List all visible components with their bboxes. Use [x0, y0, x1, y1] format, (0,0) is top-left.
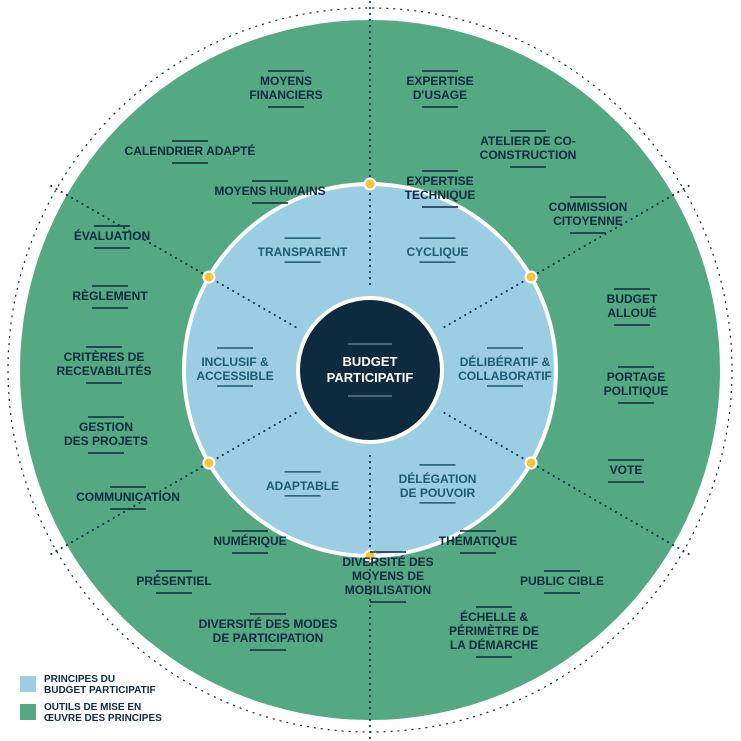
outer-ring-label: PÉRIMÈTRE DE	[449, 623, 539, 638]
outer-ring-label: THÉMATIQUE	[439, 533, 517, 548]
outer-ring-label: TECHNIQUE	[405, 188, 476, 202]
radial-marker	[526, 458, 537, 469]
inner-wedge-label: INCLUSIF &	[201, 355, 269, 369]
radial-marker	[526, 272, 537, 283]
legend-label: ŒUVRE DES PRINCIPES	[44, 713, 162, 724]
legend-label: PRINCIPES DU	[44, 674, 115, 685]
radial-marker	[365, 179, 376, 190]
inner-wedge-label: ACCESSIBLE	[196, 369, 273, 383]
radial-marker	[203, 272, 214, 283]
center-title-line: PARTICIPATIF	[327, 370, 414, 385]
outer-ring-label: RÈGLEMENT	[72, 288, 148, 303]
outer-ring-label: PORTAGE	[607, 370, 665, 384]
legend-label: BUDGET PARTICIPATIF	[44, 685, 156, 696]
outer-ring-label: MOYENS HUMAINS	[214, 184, 325, 198]
outer-ring-label: LA DÉMARCHE	[450, 637, 538, 652]
outer-ring-label: DIVERSITÉ DES MODES	[199, 616, 338, 631]
center-title-line: BUDGET	[343, 354, 398, 369]
inner-wedge-label: DÉLÉGATION	[399, 471, 477, 486]
budget-participatif-wheel: BUDGETPARTICIPATIFCYCLIQUEDÉLIBÉRATIF &C…	[0, 0, 741, 741]
outer-ring-label: ATELIER DE CO-	[480, 134, 576, 148]
outer-ring-label: VOTE	[610, 463, 643, 477]
outer-ring-label: CALENDRIER ADAPTÉ	[125, 143, 256, 158]
outer-ring-label: NUMÉRIQUE	[213, 533, 286, 548]
outer-ring-label: RECEVABILITÉS	[56, 363, 151, 378]
outer-ring-label: CRITÈRES DE	[64, 349, 145, 364]
outer-ring-label: MOBILISATION	[345, 583, 431, 597]
outer-ring-label: D'USAGE	[413, 88, 467, 102]
outer-ring-label: DES PROJETS	[64, 434, 148, 448]
outer-ring-label: ÉVALUATION	[74, 228, 150, 243]
inner-wedge-label: COLLABORATIF	[458, 369, 552, 383]
legend-label: OUTILS DE MISE EN	[44, 702, 141, 713]
radial-marker	[203, 458, 214, 469]
outer-ring-label: EXPERTISE	[406, 174, 473, 188]
outer-ring-label: ÉCHELLE &	[460, 609, 528, 624]
outer-ring-label: CONSTRUCTION	[480, 148, 577, 162]
outer-ring-label: PUBLIC CIBLE	[520, 574, 604, 588]
outer-ring-label: GESTION	[79, 420, 133, 434]
outer-ring-label: DIVERSITÉ DES	[342, 554, 433, 569]
outer-ring-label: MOYENS DE	[352, 569, 424, 583]
outer-ring-label: ALLOUÉ	[607, 305, 656, 320]
outer-ring-label: DE PARTICIPATION	[213, 631, 324, 645]
legend-swatch	[20, 704, 36, 720]
inner-wedge-label: DE POUVOIR	[400, 486, 476, 500]
inner-wedge-label: ADAPTABLE	[266, 479, 339, 493]
outer-ring-label: EXPERTISE	[406, 74, 473, 88]
outer-ring-label: POLITIQUE	[604, 384, 669, 398]
outer-ring-label: FINANCIERS	[249, 88, 322, 102]
outer-ring-label: COMMUNICATION	[76, 490, 180, 504]
outer-ring-label: CITOYENNE	[553, 214, 623, 228]
inner-wedge-label: CYCLIQUE	[406, 245, 468, 259]
legend-swatch	[20, 676, 36, 692]
outer-ring-label: COMMISSION	[549, 200, 628, 214]
outer-ring-label: BUDGET	[607, 292, 658, 306]
inner-wedge-label: TRANSPARENT	[258, 245, 348, 259]
inner-wedge-label: DÉLIBÉRATIF &	[460, 354, 551, 369]
outer-ring-label: PRÉSENTIEL	[136, 573, 211, 588]
outer-ring-label: MOYENS	[260, 74, 312, 88]
